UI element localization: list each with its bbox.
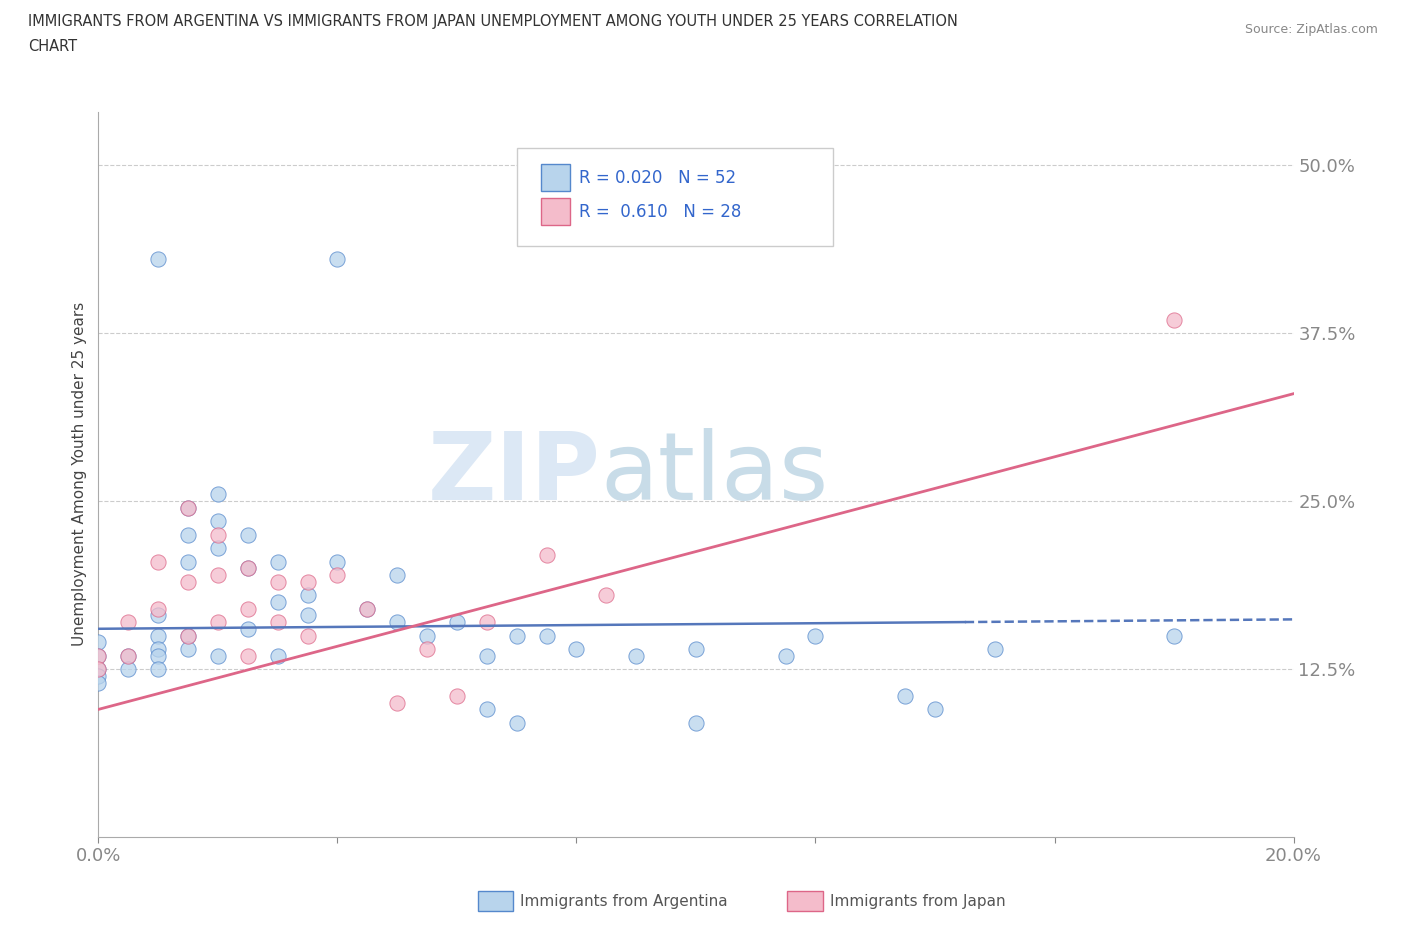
Point xyxy=(87,661,110,676)
Point xyxy=(624,648,647,663)
Point xyxy=(685,715,707,730)
Point xyxy=(177,527,200,542)
Point xyxy=(207,527,229,542)
Point xyxy=(236,561,259,576)
Point xyxy=(148,554,170,569)
Point xyxy=(267,554,290,569)
Point xyxy=(595,588,617,603)
Point xyxy=(87,648,110,663)
Point xyxy=(267,594,290,609)
Point xyxy=(117,648,139,663)
Y-axis label: Unemployment Among Youth under 25 years: Unemployment Among Youth under 25 years xyxy=(72,302,87,646)
Point xyxy=(1163,628,1185,643)
Point xyxy=(148,628,170,643)
Point xyxy=(87,635,110,650)
Text: IMMIGRANTS FROM ARGENTINA VS IMMIGRANTS FROM JAPAN UNEMPLOYMENT AMONG YOUTH UNDE: IMMIGRANTS FROM ARGENTINA VS IMMIGRANTS … xyxy=(28,14,957,29)
Point xyxy=(804,628,827,643)
Point xyxy=(117,648,139,663)
Point xyxy=(506,628,529,643)
Point xyxy=(148,601,170,616)
Point xyxy=(117,661,139,676)
Point xyxy=(475,702,498,717)
Point xyxy=(297,628,319,643)
Point xyxy=(356,601,378,616)
Bar xyxy=(540,164,571,192)
Point xyxy=(177,575,200,590)
Point xyxy=(775,648,797,663)
Text: ZIP: ZIP xyxy=(427,429,600,520)
Point xyxy=(177,642,200,657)
Point xyxy=(983,642,1005,657)
Point xyxy=(924,702,946,717)
Point xyxy=(177,500,200,515)
Point xyxy=(267,575,290,590)
Point xyxy=(236,648,259,663)
Point xyxy=(236,621,259,636)
Point xyxy=(207,514,229,529)
Point xyxy=(177,628,200,643)
Point xyxy=(416,628,439,643)
Point xyxy=(326,567,349,582)
Point xyxy=(416,642,439,657)
Point xyxy=(267,615,290,630)
Point xyxy=(207,615,229,630)
Point xyxy=(356,601,378,616)
Point xyxy=(87,648,110,663)
Point xyxy=(475,615,498,630)
FancyBboxPatch shape xyxy=(517,148,834,246)
Bar xyxy=(540,198,571,225)
Point xyxy=(148,648,170,663)
Point xyxy=(87,675,110,690)
Point xyxy=(87,661,110,676)
Point xyxy=(297,588,319,603)
Point xyxy=(207,540,229,555)
Point xyxy=(236,561,259,576)
Point xyxy=(326,554,349,569)
Point xyxy=(148,608,170,623)
Point xyxy=(446,688,468,703)
Text: R =  0.610   N = 28: R = 0.610 N = 28 xyxy=(579,203,741,220)
Point xyxy=(536,548,558,563)
Point xyxy=(536,628,558,643)
Point xyxy=(385,615,409,630)
Text: Immigrants from Argentina: Immigrants from Argentina xyxy=(520,894,728,909)
Point xyxy=(565,642,588,657)
Point xyxy=(326,252,349,267)
Point xyxy=(385,696,409,711)
Point xyxy=(117,615,139,630)
Point xyxy=(236,601,259,616)
Point xyxy=(1163,312,1185,327)
Point xyxy=(177,554,200,569)
Point xyxy=(87,669,110,684)
Point xyxy=(267,648,290,663)
Point xyxy=(207,648,229,663)
Point xyxy=(506,715,529,730)
Point xyxy=(177,500,200,515)
Point xyxy=(894,688,917,703)
Point xyxy=(148,252,170,267)
Point xyxy=(207,567,229,582)
Point xyxy=(236,527,259,542)
Text: Immigrants from Japan: Immigrants from Japan xyxy=(830,894,1005,909)
Text: Source: ZipAtlas.com: Source: ZipAtlas.com xyxy=(1244,23,1378,36)
Point xyxy=(385,567,409,582)
Point xyxy=(685,642,707,657)
Point xyxy=(446,615,468,630)
Point xyxy=(475,648,498,663)
Point xyxy=(207,487,229,502)
Text: atlas: atlas xyxy=(600,429,828,520)
Point xyxy=(297,575,319,590)
Point xyxy=(177,628,200,643)
Text: CHART: CHART xyxy=(28,39,77,54)
Point xyxy=(148,642,170,657)
Point xyxy=(297,608,319,623)
Text: R = 0.020   N = 52: R = 0.020 N = 52 xyxy=(579,169,735,187)
Point xyxy=(148,661,170,676)
